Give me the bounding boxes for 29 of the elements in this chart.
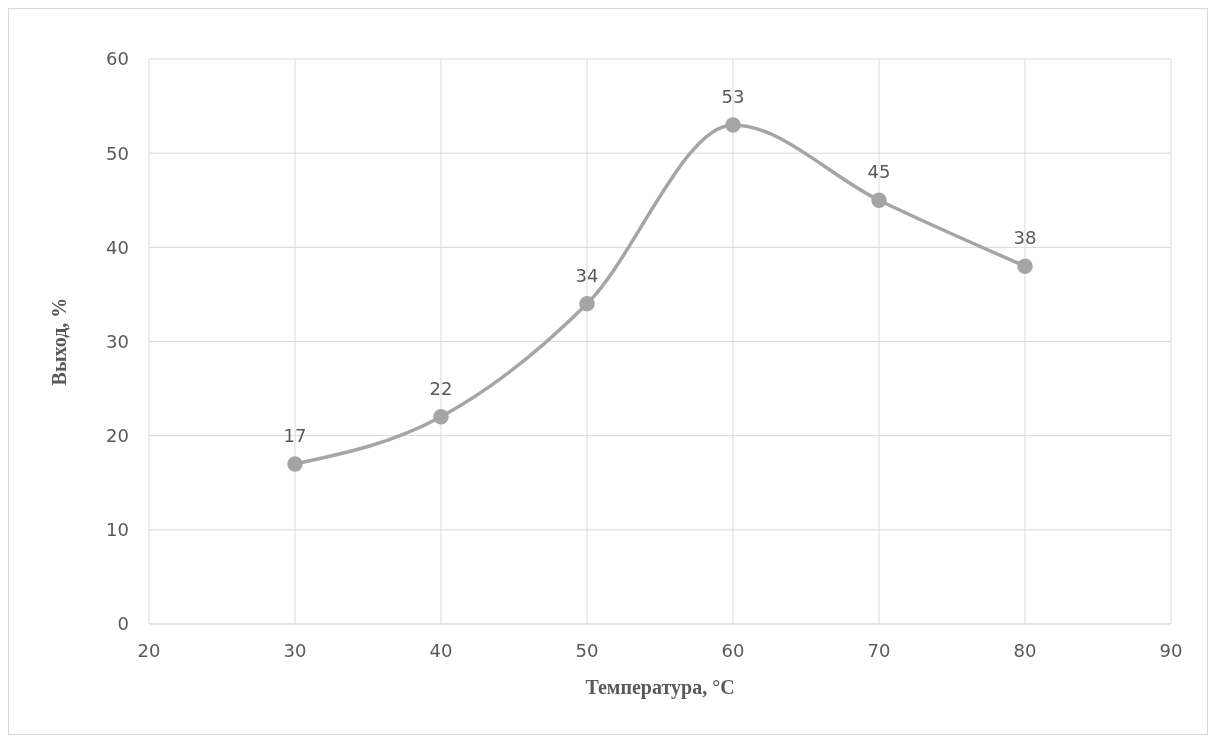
data-label: 34	[575, 264, 599, 286]
x-axis-title: Температура, °C	[585, 676, 735, 699]
x-tick-label: 80	[1013, 639, 1037, 661]
y-tick-label: 30	[106, 330, 129, 352]
x-tick-label: 40	[429, 639, 453, 661]
y-tick-label: 10	[106, 519, 129, 541]
point	[1017, 258, 1033, 274]
y-tick-label: 40	[106, 236, 129, 258]
point	[871, 192, 887, 208]
point	[287, 456, 303, 472]
y-tick-label: 0	[117, 613, 129, 635]
y-tick-label: 20	[106, 425, 129, 447]
x-tick-label: 60	[721, 639, 745, 661]
x-tick-label: 70	[867, 639, 891, 661]
point	[579, 296, 595, 312]
data-label: 45	[867, 161, 891, 183]
point	[433, 409, 449, 425]
data-label: 17	[283, 424, 307, 446]
data-label: 22	[429, 377, 453, 399]
x-tick-label: 30	[283, 639, 307, 661]
data-label: 38	[1013, 227, 1037, 249]
x-tick-label: 50	[575, 639, 599, 661]
y-tick-label: 60	[106, 48, 129, 70]
x-tick-label: 20	[137, 639, 161, 661]
x-tick-label: 90	[1159, 639, 1183, 661]
data-label: 53	[721, 85, 745, 107]
point	[725, 117, 741, 133]
y-tick-label: 50	[106, 142, 129, 164]
y-axis-title: Выход, %	[48, 297, 71, 386]
